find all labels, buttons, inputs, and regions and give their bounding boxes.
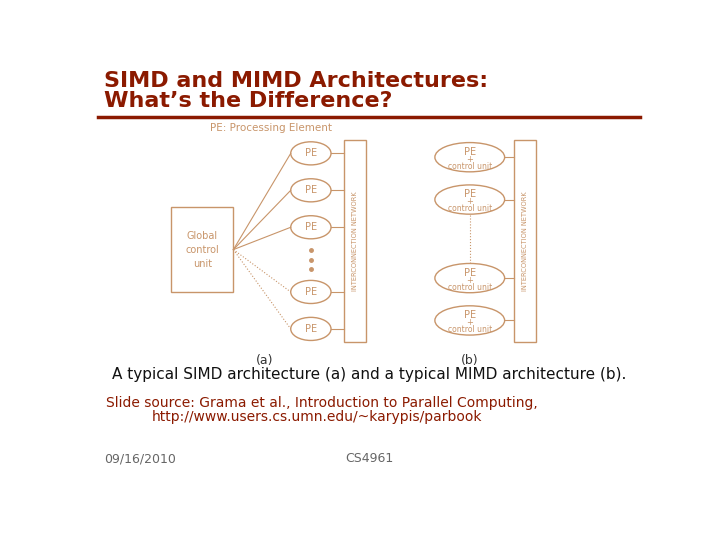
Text: http://www.users.cs.umn.edu/~karypis/parbook: http://www.users.cs.umn.edu/~karypis/par… <box>152 410 482 424</box>
Ellipse shape <box>435 185 505 214</box>
Ellipse shape <box>291 179 331 202</box>
Text: UNIVERSITY: UNIVERSITY <box>637 488 688 497</box>
Text: control unit: control unit <box>448 283 492 292</box>
Ellipse shape <box>435 306 505 335</box>
Text: OF UTAH: OF UTAH <box>642 503 683 512</box>
Text: control unit: control unit <box>448 204 492 213</box>
FancyBboxPatch shape <box>514 140 536 342</box>
Text: Slide source: Grama et al., Introduction to Parallel Computing,: Slide source: Grama et al., Introduction… <box>106 396 537 410</box>
Text: +: + <box>467 197 473 206</box>
Text: PE: PE <box>305 324 317 334</box>
Ellipse shape <box>291 215 331 239</box>
Text: +: + <box>467 155 473 164</box>
Text: PE: PE <box>464 310 476 320</box>
Text: SIMD and MIMD Architectures:: SIMD and MIMD Architectures: <box>104 71 488 91</box>
Text: 09/16/2010: 09/16/2010 <box>104 452 176 465</box>
Text: Global
control
unit: Global control unit <box>186 231 220 268</box>
FancyBboxPatch shape <box>171 207 233 292</box>
Text: PE: PE <box>464 189 476 199</box>
Text: +: + <box>467 276 473 285</box>
Ellipse shape <box>435 264 505 293</box>
Text: U: U <box>611 481 642 518</box>
Text: +: + <box>467 318 473 327</box>
Ellipse shape <box>291 280 331 303</box>
Text: control unit: control unit <box>448 162 492 171</box>
Text: INTERCONNECTION NETWORK: INTERCONNECTION NETWORK <box>522 191 528 291</box>
Ellipse shape <box>291 142 331 165</box>
Text: PE: PE <box>305 287 317 297</box>
Text: PE: Processing Element: PE: Processing Element <box>210 123 332 133</box>
Text: (b): (b) <box>461 354 479 367</box>
Text: PE: PE <box>305 148 317 158</box>
Text: THE: THE <box>652 470 673 480</box>
Text: PE: PE <box>464 147 476 157</box>
Ellipse shape <box>291 318 331 340</box>
Text: CS4961: CS4961 <box>345 452 393 465</box>
Ellipse shape <box>435 143 505 172</box>
Text: PE: PE <box>464 268 476 278</box>
Text: INTERCONNECTION NETWORK: INTERCONNECTION NETWORK <box>352 191 358 291</box>
Text: A typical SIMD architecture (a) and a typical MIMD architecture (b).: A typical SIMD architecture (a) and a ty… <box>112 367 626 382</box>
FancyBboxPatch shape <box>344 140 366 342</box>
Text: What’s the Difference?: What’s the Difference? <box>104 91 392 111</box>
Text: control unit: control unit <box>448 325 492 334</box>
Text: (a): (a) <box>256 354 273 367</box>
Text: PE: PE <box>305 222 317 232</box>
Text: PE: PE <box>305 185 317 195</box>
